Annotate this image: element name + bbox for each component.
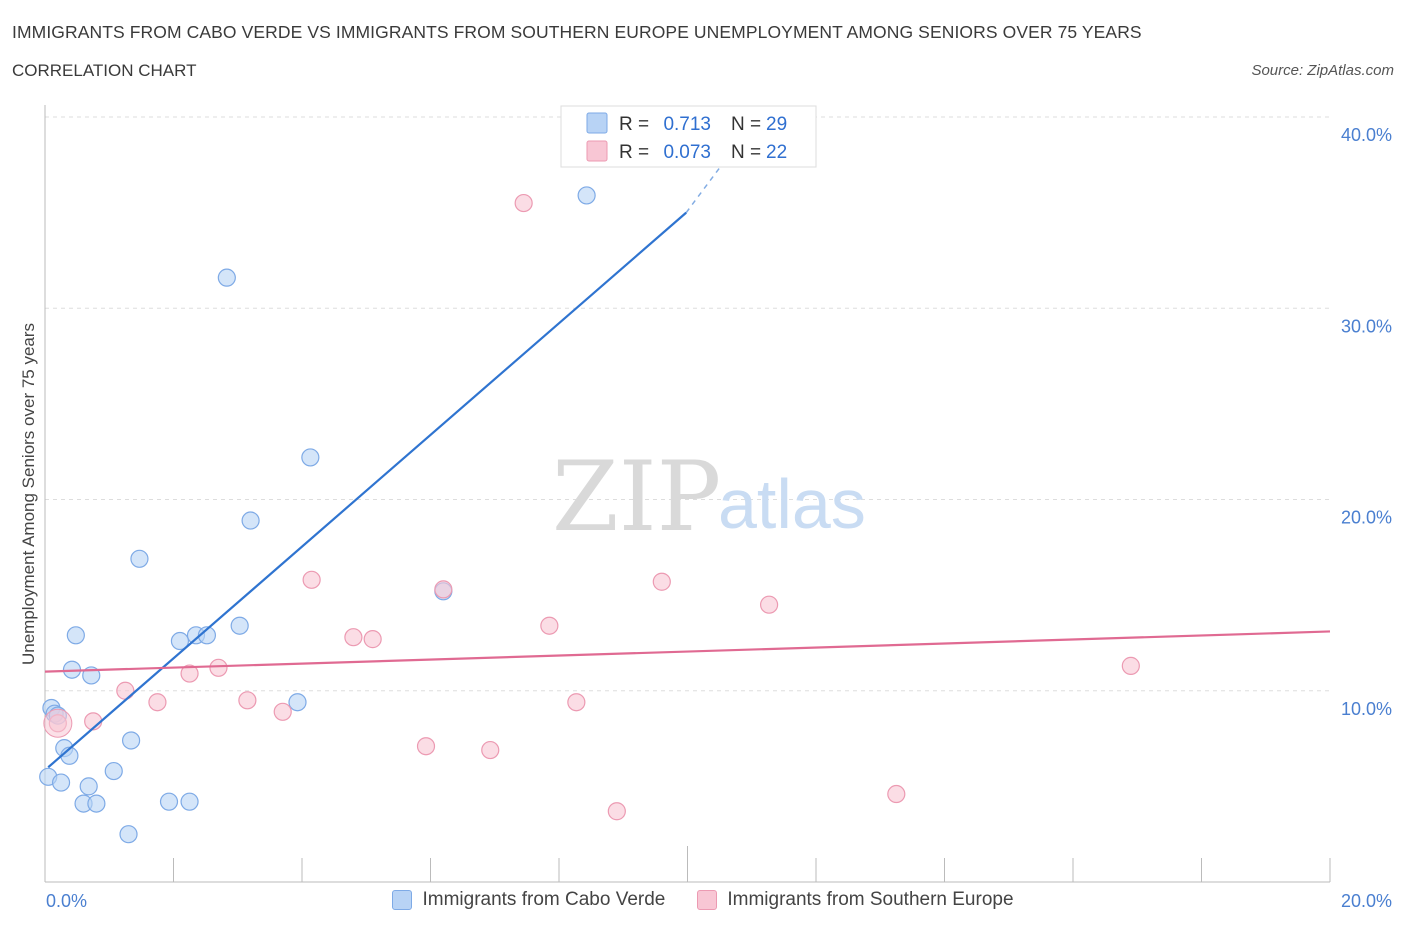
y-tick-label: 20.0%	[1341, 508, 1392, 528]
southern-europe-point	[302, 570, 321, 589]
southern-europe-point	[273, 702, 292, 721]
cabo-verde-point	[180, 792, 199, 811]
southern-europe-point	[759, 595, 779, 614]
southern-europe-cluster-point	[43, 708, 73, 738]
legend-r-value-2: 0.073	[663, 142, 711, 163]
southern-europe-trend-line	[44, 630, 1331, 673]
y-tick-label: 10.0%	[1341, 699, 1392, 719]
legend-swatch-blue	[586, 112, 608, 134]
legend-r-value-1: 0.713	[663, 114, 711, 135]
legend-n-label-2: N =	[731, 142, 761, 163]
cabo-verde-point	[170, 631, 190, 651]
legend-n-value-2: 22	[766, 142, 787, 163]
x-tick-label: 0.0%	[46, 891, 87, 911]
cabo-verde-point	[288, 693, 307, 712]
y-tick-label: 30.0%	[1341, 316, 1392, 336]
gridlines	[45, 116, 1330, 692]
southern-europe-point	[567, 693, 586, 712]
cabo-verde-point	[51, 773, 71, 792]
stats-legend: R = 0.713 N = 29 R = 0.073 N = 22	[560, 105, 817, 168]
southern-europe-point	[540, 616, 559, 635]
cabo-verde-trend-line	[47, 211, 687, 769]
southern-europe-point	[434, 580, 453, 599]
southern-europe-point	[514, 193, 533, 213]
cabo-verde-point	[301, 448, 320, 467]
cabo-verde-point	[230, 616, 249, 635]
southern-europe-point	[116, 681, 135, 700]
x-tick-label: 20.0%	[1341, 891, 1392, 911]
cabo-verde-point	[159, 792, 179, 811]
series-legend: Immigrants from Cabo Verde Immigrants fr…	[0, 889, 1406, 911]
southern-europe-point	[363, 630, 382, 649]
y-axis-label: Unemployment Among Seniors over 75 years	[19, 323, 38, 665]
southern-europe-point	[148, 693, 167, 712]
legend-swatch-cabo-verde	[392, 890, 413, 910]
cabo-verde-point	[577, 186, 596, 205]
legend-r-label-1: R =	[619, 114, 649, 135]
southern-europe-point	[481, 740, 500, 760]
watermark-zip: ZIP	[552, 441, 721, 553]
southern-europe-point	[416, 737, 436, 756]
southern-europe-point	[887, 784, 906, 804]
legend-swatch-pink	[586, 140, 608, 162]
tick-labels: 10.0% 20.0% 30.0% 40.0% 0.0% 20.0%	[46, 125, 1392, 911]
legend-swatch-southern-europe	[697, 890, 718, 910]
legend-item-southern-europe: Immigrants from Southern Europe	[697, 889, 1014, 911]
cabo-verde-point	[79, 777, 98, 796]
legend-n-value-1: 29	[766, 114, 787, 135]
legend-r-label-2: R =	[619, 142, 649, 163]
legend-label-southern-europe: Immigrants from Southern Europe	[727, 889, 1014, 910]
watermark: ZIP atlas	[552, 441, 866, 553]
southern-europe-point	[209, 658, 228, 677]
legend-item-cabo-verde: Immigrants from Cabo Verde	[392, 889, 665, 911]
southern-europe-point	[238, 691, 257, 710]
legend-n-label-1: N =	[731, 114, 761, 135]
data-points	[39, 186, 1140, 844]
chart-title: IMMIGRANTS FROM CABO VERDE VS IMMIGRANTS…	[12, 22, 1142, 42]
axes	[44, 105, 1331, 883]
southern-europe-point	[607, 802, 626, 821]
southern-europe-point	[180, 664, 199, 683]
cabo-verde-point	[121, 731, 141, 750]
legend-label-cabo-verde: Immigrants from Cabo Verde	[422, 889, 666, 910]
cabo-verde-point	[87, 794, 106, 813]
cabo-verde-point	[241, 511, 260, 530]
cabo-verde-point	[217, 268, 236, 287]
y-tick-label: 40.0%	[1341, 125, 1392, 145]
cabo-verde-point	[66, 626, 85, 645]
southern-europe-point	[1121, 656, 1140, 675]
source-label: Source: ZipAtlas.com	[1251, 62, 1394, 79]
chart-subtitle: CORRELATION CHART	[12, 61, 197, 80]
southern-europe-point	[344, 628, 363, 647]
cabo-verde-point	[119, 825, 138, 844]
cabo-verde-point	[104, 761, 123, 781]
watermark-atlas: atlas	[718, 465, 866, 543]
southern-europe-point	[652, 572, 671, 591]
cabo-verde-point	[130, 549, 149, 568]
